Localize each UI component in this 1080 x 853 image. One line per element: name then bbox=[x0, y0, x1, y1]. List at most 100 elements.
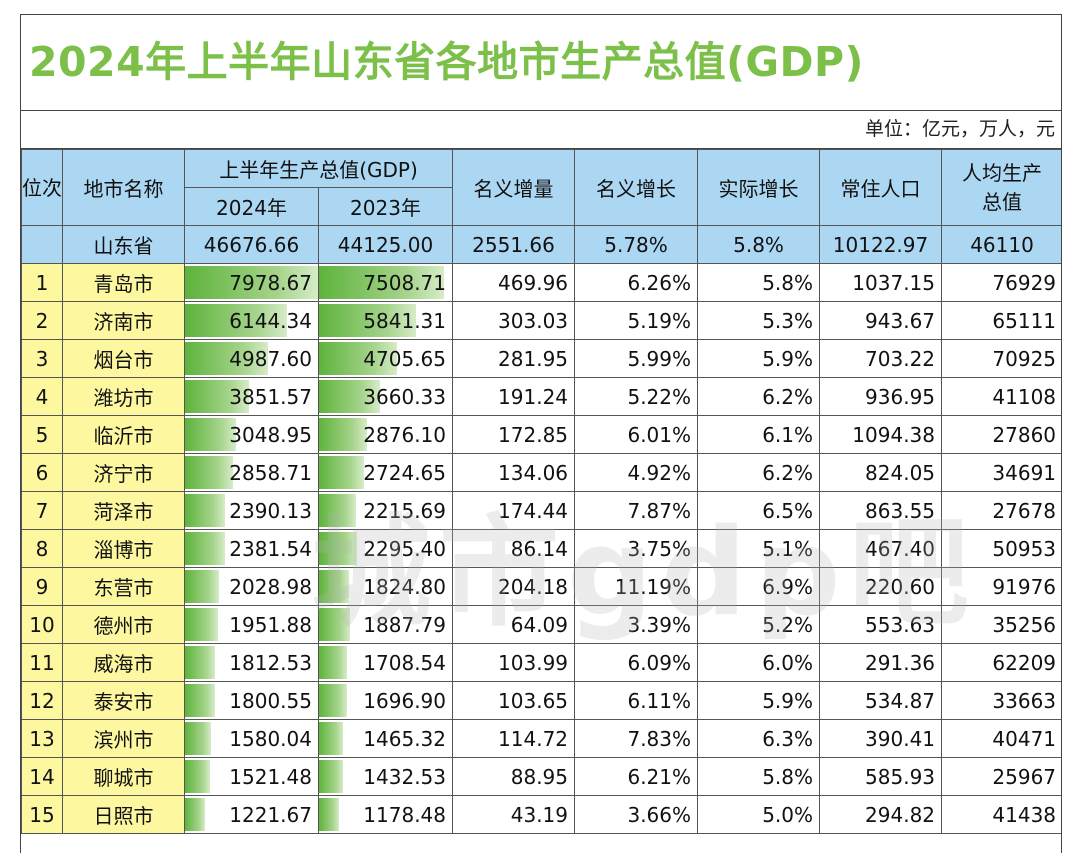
rank-cell: 9 bbox=[21, 567, 63, 606]
gdp-bar bbox=[185, 760, 211, 793]
city-name-cell: 威海市 bbox=[62, 643, 185, 682]
gdp-2023-cell: 3660.33 bbox=[317, 377, 454, 416]
gdp-bar bbox=[319, 570, 350, 603]
real-growth-cell: 5.1% bbox=[697, 529, 821, 568]
province-real-growth: 5.8% bbox=[697, 225, 821, 264]
header-per-capita: 人均生产总值 bbox=[941, 149, 1061, 226]
increase-cell: 88.95 bbox=[452, 757, 576, 796]
city-name-cell: 日照市 bbox=[62, 795, 185, 834]
population-cell: 553.63 bbox=[819, 605, 943, 644]
gdp-value: 1951.88 bbox=[229, 612, 312, 637]
table-row: 15 日照市 1221.67 1178.48 43.19 3.66% 5.0% 294.82 4… bbox=[21, 795, 1061, 834]
table-row: 11 威海市 1812.53 1708.54 103.99 6.09% 6.0% 291.36… bbox=[21, 643, 1061, 682]
gdp-value: 2858.71 bbox=[229, 460, 312, 485]
city-name-cell: 济南市 bbox=[62, 301, 185, 340]
per-capita-cell: 33663 bbox=[941, 681, 1061, 720]
increase-cell: 134.06 bbox=[452, 453, 576, 492]
increase-cell: 114.72 bbox=[452, 719, 576, 758]
gdp-table-card: 2024年上半年山东省各地市生产总值(GDP) 单位：亿元，万人，元 位次 地市… bbox=[20, 14, 1062, 853]
increase-cell: 103.99 bbox=[452, 643, 576, 682]
real-growth-cell: 6.9% bbox=[697, 567, 821, 606]
nominal-growth-cell: 5.22% bbox=[574, 377, 699, 416]
gdp-2023-cell: 1708.54 bbox=[317, 643, 454, 682]
gdp-2024-cell: 3851.57 bbox=[184, 377, 319, 416]
increase-cell: 191.24 bbox=[452, 377, 576, 416]
gdp-2024-cell: 1800.55 bbox=[184, 681, 319, 720]
table-row: 6 济宁市 2858.71 2724.65 134.06 4.92% 6.2% 824.05 3… bbox=[21, 453, 1061, 492]
gdp-2024-cell: 2390.13 bbox=[184, 491, 319, 530]
gdp-value: 1824.80 bbox=[363, 574, 447, 599]
increase-cell: 281.95 bbox=[452, 339, 576, 378]
gdp-value: 1696.90 bbox=[363, 688, 447, 713]
gdp-table: 位次 地市名称 上半年生产总值(GDP) 名义增量 名义增长 实际增长 常住人口… bbox=[21, 149, 1061, 834]
header-city: 地市名称 bbox=[62, 149, 185, 226]
gdp-bar bbox=[185, 684, 215, 717]
nominal-growth-cell: 3.66% bbox=[574, 795, 699, 834]
gdp-value: 2028.98 bbox=[229, 574, 312, 599]
table-row: 8 淄博市 2381.54 2295.40 86.14 3.75% 5.1% 467.40 50… bbox=[21, 529, 1061, 568]
real-growth-cell: 6.2% bbox=[697, 453, 821, 492]
gdp-bar bbox=[319, 456, 365, 489]
gdp-value: 4705.65 bbox=[363, 346, 447, 371]
page-title: 2024年上半年山东省各地市生产总值(GDP) bbox=[21, 15, 1061, 111]
real-growth-cell: 6.2% bbox=[697, 377, 821, 416]
population-cell: 863.55 bbox=[819, 491, 943, 530]
real-growth-cell: 6.0% bbox=[697, 643, 821, 682]
per-capita-cell: 76929 bbox=[941, 263, 1061, 302]
gdp-bar bbox=[319, 646, 348, 679]
gdp-bar bbox=[319, 798, 339, 831]
gdp-bar bbox=[185, 798, 206, 831]
gdp-value: 1887.79 bbox=[363, 612, 447, 637]
nominal-growth-cell: 5.99% bbox=[574, 339, 699, 378]
table-row: 3 烟台市 4987.60 4705.65 281.95 5.99% 5.9% 703.22 7… bbox=[21, 339, 1061, 378]
gdp-value: 1812.53 bbox=[229, 650, 312, 675]
city-name-cell: 潍坊市 bbox=[62, 377, 185, 416]
gdp-2023-cell: 1824.80 bbox=[317, 567, 454, 606]
nominal-growth-cell: 6.11% bbox=[574, 681, 699, 720]
gdp-bar bbox=[319, 608, 351, 641]
gdp-2023-cell: 7508.71 bbox=[317, 263, 454, 302]
real-growth-cell: 5.9% bbox=[697, 681, 821, 720]
gdp-value: 3660.33 bbox=[363, 384, 447, 409]
header-gdp-2024: 2024年 bbox=[184, 187, 319, 226]
gdp-2023-cell: 1465.32 bbox=[317, 719, 454, 758]
gdp-2023-cell: 2295.40 bbox=[317, 529, 454, 568]
header-gdp-2023: 2023年 bbox=[317, 187, 454, 226]
per-capita-cell: 41438 bbox=[941, 795, 1061, 834]
gdp-bar bbox=[319, 266, 445, 299]
gdp-2024-cell: 1812.53 bbox=[184, 643, 319, 682]
increase-cell: 469.96 bbox=[452, 263, 576, 302]
table-row: 7 菏泽市 2390.13 2215.69 174.44 7.87% 6.5% 863.55 2… bbox=[21, 491, 1061, 530]
increase-cell: 303.03 bbox=[452, 301, 576, 340]
population-cell: 703.22 bbox=[819, 339, 943, 378]
per-capita-cell: 62209 bbox=[941, 643, 1061, 682]
header-nominal-growth: 名义增长 bbox=[574, 149, 699, 226]
rank-cell: 5 bbox=[21, 415, 63, 454]
gdp-2023-cell: 2876.10 bbox=[317, 415, 454, 454]
per-capita-cell: 27678 bbox=[941, 491, 1061, 530]
real-growth-cell: 5.8% bbox=[697, 757, 821, 796]
gdp-bar bbox=[319, 418, 367, 451]
table-row: 9 东营市 2028.98 1824.80 204.18 11.19% 6.9% 220.60… bbox=[21, 567, 1061, 606]
population-cell: 291.36 bbox=[819, 643, 943, 682]
province-nominal-growth: 5.78% bbox=[574, 225, 699, 264]
gdp-value: 2295.40 bbox=[363, 536, 447, 561]
gdp-bar bbox=[319, 304, 417, 337]
real-growth-cell: 5.3% bbox=[697, 301, 821, 340]
rank-cell: 10 bbox=[21, 605, 63, 644]
gdp-value: 7978.67 bbox=[229, 270, 312, 295]
province-name: 山东省 bbox=[62, 225, 185, 264]
gdp-bar bbox=[319, 342, 398, 375]
gdp-value: 1521.48 bbox=[229, 764, 312, 789]
city-name-cell: 滨州市 bbox=[62, 719, 185, 758]
population-cell: 390.41 bbox=[819, 719, 943, 758]
gdp-bar bbox=[185, 722, 212, 755]
table-row: 14 聊城市 1521.48 1432.53 88.95 6.21% 5.8% 585.93 2… bbox=[21, 757, 1061, 796]
gdp-2024-cell: 2381.54 bbox=[184, 529, 319, 568]
city-name-cell: 临沂市 bbox=[62, 415, 185, 454]
nominal-growth-cell: 7.87% bbox=[574, 491, 699, 530]
rank-cell: 15 bbox=[21, 795, 63, 834]
gdp-2024-cell: 1521.48 bbox=[184, 757, 319, 796]
per-capita-cell: 65111 bbox=[941, 301, 1061, 340]
gdp-bar bbox=[319, 494, 356, 527]
